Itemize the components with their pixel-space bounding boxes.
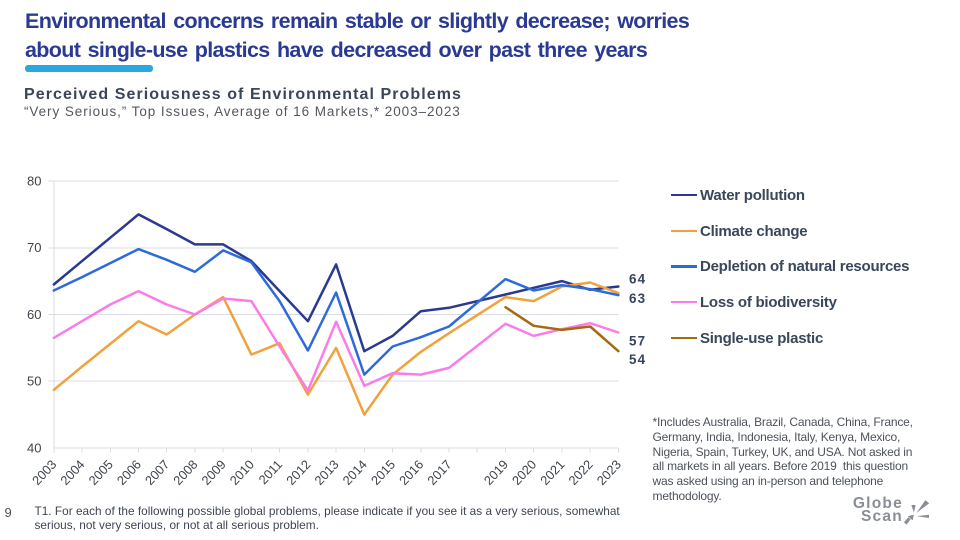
svg-text:2015: 2015 bbox=[368, 457, 398, 488]
svg-text:2003: 2003 bbox=[29, 457, 59, 488]
svg-text:2008: 2008 bbox=[170, 457, 200, 488]
svg-text:2022: 2022 bbox=[565, 457, 595, 488]
svg-text:60: 60 bbox=[27, 307, 41, 322]
svg-text:2010: 2010 bbox=[227, 457, 257, 488]
svg-text:80: 80 bbox=[27, 173, 41, 188]
svg-text:2011: 2011 bbox=[255, 457, 285, 487]
svg-text:2019: 2019 bbox=[481, 457, 511, 488]
svg-text:2005: 2005 bbox=[86, 457, 116, 488]
svg-text:2007: 2007 bbox=[142, 457, 172, 488]
svg-text:2004: 2004 bbox=[57, 457, 87, 488]
svg-text:40: 40 bbox=[27, 440, 41, 455]
svg-text:2013: 2013 bbox=[311, 457, 341, 488]
svg-text:2014: 2014 bbox=[340, 457, 370, 488]
svg-text:70: 70 bbox=[27, 240, 41, 255]
svg-text:50: 50 bbox=[27, 374, 41, 389]
svg-text:63: 63 bbox=[629, 291, 646, 306]
svg-text:2021: 2021 bbox=[537, 457, 567, 488]
svg-text:2012: 2012 bbox=[283, 457, 313, 488]
svg-text:57: 57 bbox=[629, 334, 646, 349]
svg-text:2023: 2023 bbox=[594, 457, 624, 488]
svg-text:64: 64 bbox=[629, 272, 646, 287]
svg-text:2009: 2009 bbox=[198, 457, 228, 488]
svg-text:2006: 2006 bbox=[114, 457, 144, 488]
svg-text:54: 54 bbox=[629, 352, 646, 367]
svg-text:2017: 2017 bbox=[424, 457, 454, 488]
svg-text:2020: 2020 bbox=[509, 457, 539, 488]
svg-text:2016: 2016 bbox=[396, 457, 426, 488]
